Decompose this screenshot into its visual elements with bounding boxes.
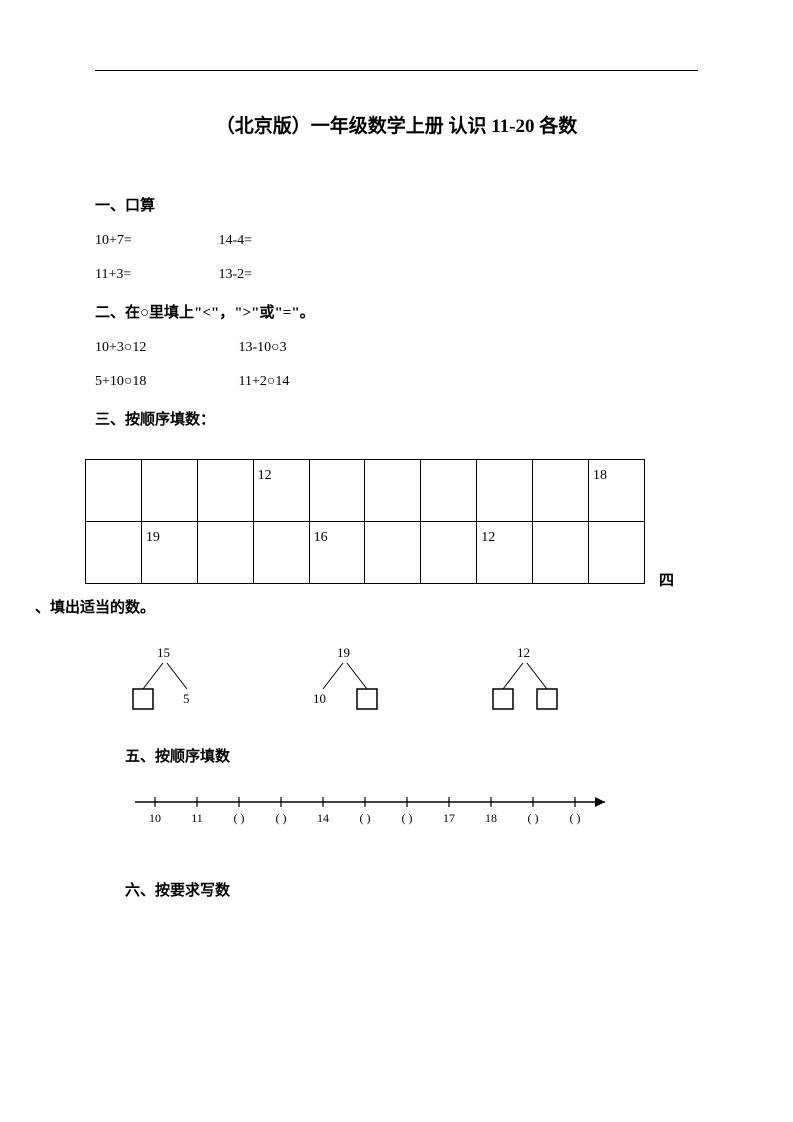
expr: 5+10○18 xyxy=(95,374,235,390)
cell xyxy=(86,522,142,584)
tick-label: ( ) xyxy=(402,811,413,825)
cell: 12 xyxy=(477,522,533,584)
cell xyxy=(365,460,421,522)
cell xyxy=(421,522,477,584)
cell xyxy=(589,522,645,584)
s1-row1: 10+7= 14-4= xyxy=(95,233,698,249)
section6-head: 六、按要求写数 xyxy=(125,879,698,900)
tick-label: ( ) xyxy=(276,811,287,825)
bond-diagram: 15 5 xyxy=(115,645,215,715)
cell xyxy=(86,460,142,522)
cell xyxy=(141,460,197,522)
bond-top: 15 xyxy=(157,645,170,660)
tick-label: 11 xyxy=(191,811,203,825)
cell xyxy=(477,460,533,522)
table-row: 19 16 12 xyxy=(86,522,645,584)
tick-label: 10 xyxy=(149,811,161,825)
tick-label: ( ) xyxy=(360,811,371,825)
tick-label: 18 xyxy=(485,811,497,825)
cell: 19 xyxy=(141,522,197,584)
cell: 12 xyxy=(253,460,309,522)
section2-head: 二、在○里填上"<"，">"或"="。 xyxy=(95,301,698,322)
expr: 10+7= xyxy=(95,233,215,249)
cell xyxy=(197,460,253,522)
expr: 11+2○14 xyxy=(239,374,290,390)
bond-diagram: 12 xyxy=(475,645,575,715)
section3-head: 三、按顺序填数： xyxy=(95,408,698,429)
bond-left: 10 xyxy=(313,691,326,706)
bond-diagram: 19 10 xyxy=(295,645,395,715)
number-line-svg: 10 11 ( ) ( ) 14 ( ) ( ) 17 18 ( ) ( ) xyxy=(125,784,625,834)
number-line: 10 11 ( ) ( ) 14 ( ) ( ) 17 18 ( ) ( ) xyxy=(125,784,698,839)
cell xyxy=(365,522,421,584)
s2-row1: 10+3○12 13-10○3 xyxy=(95,340,698,356)
page: （北京版）一年级数学上册 认识 11-20 各数 一、口算 10+7= 14-4… xyxy=(0,0,793,978)
page-title: （北京版）一年级数学上册 认识 11-20 各数 xyxy=(95,111,698,138)
bond-top: 12 xyxy=(517,645,530,660)
section5-head: 五、按顺序填数 xyxy=(125,745,698,766)
cell xyxy=(421,460,477,522)
top-rule xyxy=(95,70,698,71)
section4-head-part2: 、填出适当的数。 xyxy=(35,596,698,617)
section1-head: 一、口算 xyxy=(95,194,698,215)
bond-box xyxy=(357,689,377,709)
cell xyxy=(533,522,589,584)
cell xyxy=(533,460,589,522)
sequence-table: 12 18 19 16 12 xyxy=(85,459,645,584)
tick-label: ( ) xyxy=(570,811,581,825)
cell xyxy=(309,460,365,522)
arrow-icon xyxy=(595,797,605,807)
bond-box xyxy=(133,689,153,709)
section4-head-part1: 四 xyxy=(659,569,674,590)
expr: 13-10○3 xyxy=(239,340,287,356)
expr: 10+3○12 xyxy=(95,340,235,356)
number-bonds: 15 5 19 10 12 xyxy=(115,645,698,715)
cell: 16 xyxy=(309,522,365,584)
cell xyxy=(253,522,309,584)
tick-label: ( ) xyxy=(528,811,539,825)
s1-row2: 11+3= 13-2= xyxy=(95,267,698,283)
tick-label: 17 xyxy=(443,811,455,825)
cell xyxy=(197,522,253,584)
expr: 13-2= xyxy=(219,267,253,283)
tick-label: 14 xyxy=(317,811,329,825)
bond-box xyxy=(537,689,557,709)
tick-label: ( ) xyxy=(234,811,245,825)
s2-row2: 5+10○18 11+2○14 xyxy=(95,374,698,390)
cell: 18 xyxy=(589,460,645,522)
table-row: 12 18 xyxy=(86,460,645,522)
ticks: 10 11 ( ) ( ) 14 ( ) ( ) 17 18 ( ) ( ) xyxy=(149,797,581,825)
expr: 14-4= xyxy=(219,233,253,249)
expr: 11+3= xyxy=(95,267,215,283)
bond-right: 5 xyxy=(183,691,190,706)
bond-top: 19 xyxy=(337,645,350,660)
bond-box xyxy=(493,689,513,709)
